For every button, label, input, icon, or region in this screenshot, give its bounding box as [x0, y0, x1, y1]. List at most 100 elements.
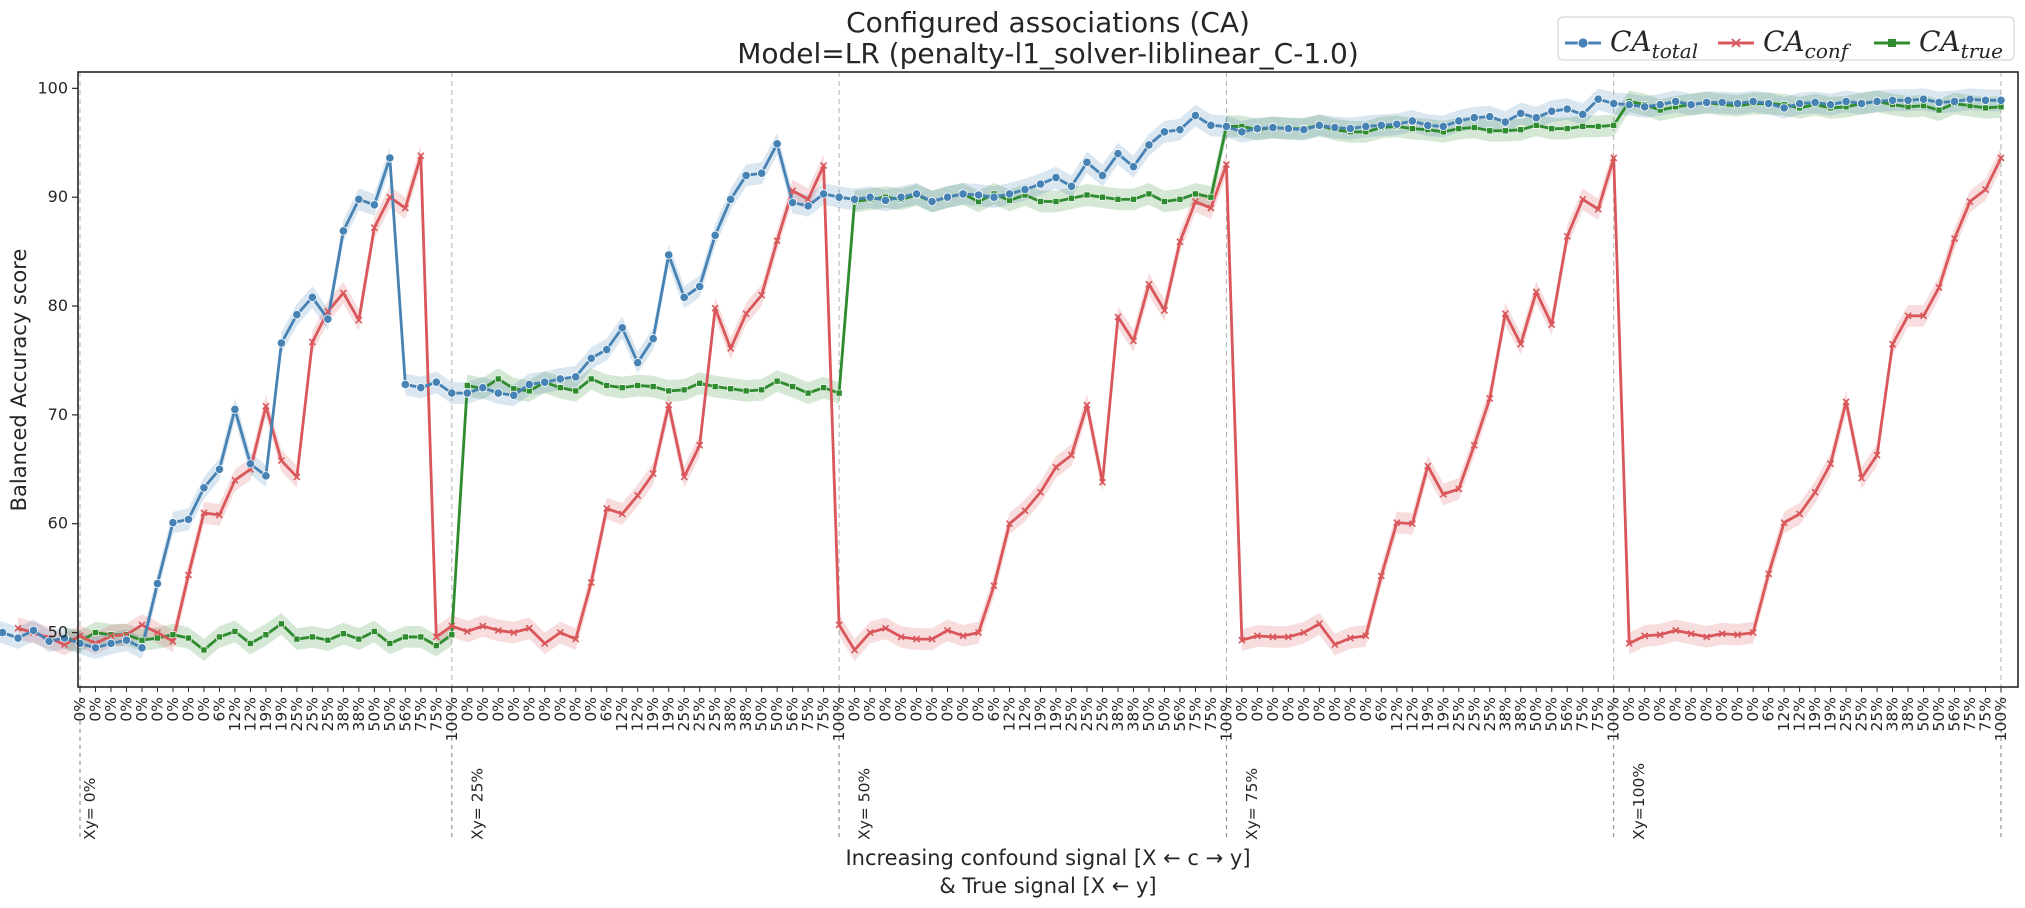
conf-data-point: [1222, 160, 1230, 169]
conf-data-point: [1377, 572, 1385, 580]
group-label: Xy=100%: [1630, 763, 1648, 840]
true-data-point: [1455, 125, 1463, 132]
conf-data-point: [1687, 630, 1695, 638]
total-data-point: [1097, 170, 1108, 181]
total-data-point: [1733, 98, 1743, 109]
x-tick-label: 0%: [1341, 697, 1359, 722]
total-confidence-band: [0, 88, 2001, 659]
x-tick-label: 0%: [1357, 697, 1375, 722]
x-tick-label: 0%: [1326, 697, 1344, 722]
total-data-point: [137, 643, 147, 653]
total-data-point: [1949, 96, 1960, 106]
x-tick-label: 0%: [474, 697, 492, 722]
true-data-point: [789, 383, 796, 390]
conf-data-point: [1563, 232, 1571, 240]
total-data-point: [44, 636, 54, 646]
true-data-point: [138, 636, 146, 644]
x-tick-label: 100%: [1992, 697, 2010, 741]
true-data-point: [804, 389, 812, 397]
conf-data-point: [1439, 490, 1447, 498]
true-data-point: [665, 387, 672, 395]
total-data-point: [1640, 102, 1650, 112]
series-markers: [0, 94, 2006, 654]
true-data-point: [1161, 198, 1168, 205]
conf-data-point: [432, 633, 440, 641]
total-data-point: [1795, 98, 1805, 109]
x-tick-label: 56%: [784, 697, 802, 731]
total-data-point: [28, 625, 39, 635]
total-data-point: [1918, 94, 1929, 104]
total-data-point: [168, 518, 178, 528]
conf-data-point: [959, 632, 967, 640]
true-data-point: [1083, 191, 1091, 199]
conf-data-point: [1858, 474, 1866, 482]
total-data-point: [602, 344, 612, 355]
x-tick-label: 38%: [722, 697, 740, 731]
legend-label: CAconf: [1763, 25, 1852, 63]
x-tick-label: 6%: [985, 697, 1003, 722]
total-data-point: [1376, 120, 1386, 130]
true-data-point: [587, 375, 595, 383]
total-data-point: [880, 195, 891, 206]
x-tick-label: 0%: [505, 697, 523, 722]
true-data-point: [835, 389, 843, 397]
x-tick-label: 38%: [1496, 697, 1514, 731]
conf-data-point: [1284, 633, 1292, 641]
x-tick-label: 12%: [226, 697, 244, 731]
true-confidence-band: [64, 90, 2001, 661]
total-data-point: [555, 374, 565, 384]
conf-data-point: [355, 316, 363, 324]
total-data-point: [1438, 121, 1448, 132]
legend-label: CAtrue: [1919, 25, 2003, 63]
x-axis-label-line2: & True signal [X ← y]: [939, 874, 1156, 898]
conf-data-point: [1594, 205, 1602, 213]
total-data-point: [633, 358, 643, 368]
x-tick-label: 0%: [1264, 697, 1282, 722]
conf-data-point: [851, 646, 859, 654]
x-tick-label: 19%: [1047, 697, 1065, 731]
total-data-point: [400, 379, 410, 389]
x-tick-label: 19%: [1419, 697, 1437, 731]
x-tick-label: 75%: [1186, 697, 1204, 731]
conf-data-point: [789, 187, 797, 195]
x-tick-label: 25%: [1481, 697, 1499, 731]
conf-data-point: [1625, 639, 1633, 648]
x-tick-label: 100%: [1605, 697, 1623, 741]
true-data-point: [278, 620, 285, 628]
legend-entry-total: CAtotal: [1565, 25, 1698, 63]
chart-title-line2: Model=LR (penalty-l1_solver-liblinear_C-…: [737, 37, 1359, 70]
total-data-point: [1423, 120, 1433, 130]
conf-data-point: [1966, 197, 1974, 206]
y-tick-label: 60: [48, 514, 68, 533]
x-tick-label: 25%: [706, 697, 724, 731]
conf-data-point: [1052, 463, 1060, 471]
true-data-point: [169, 631, 177, 639]
total-data-point: [214, 464, 225, 474]
conf-data-point: [1811, 488, 1819, 496]
total-data-point: [1500, 117, 1510, 127]
true-data-point: [1037, 198, 1044, 205]
true-data-point: [1486, 127, 1494, 135]
true-data-point: [463, 382, 471, 389]
total-data-point: [369, 200, 379, 210]
total-data-point: [230, 404, 240, 415]
true-data-point: [1517, 126, 1525, 133]
total-data-point: [338, 226, 348, 236]
true-data-point: [1409, 125, 1416, 132]
conf-data-point: [1950, 234, 1959, 243]
conf-data-point: [231, 476, 239, 484]
conf-data-point: [634, 491, 642, 499]
conf-data-point: [696, 441, 704, 449]
total-data-point: [199, 483, 209, 493]
conf-data-point: [1610, 154, 1618, 162]
total-data-point: [323, 314, 333, 324]
plot-area-frame: [77, 71, 2019, 688]
x-tick-label: 100%: [443, 697, 461, 741]
true-data-point: [1548, 125, 1556, 132]
conf-data-point: [1656, 631, 1664, 639]
conf-data-point: [1641, 632, 1649, 640]
x-tick-label: 75%: [1977, 697, 1995, 731]
total-data-point: [1980, 95, 1991, 105]
conf-data-point: [1470, 441, 1478, 449]
